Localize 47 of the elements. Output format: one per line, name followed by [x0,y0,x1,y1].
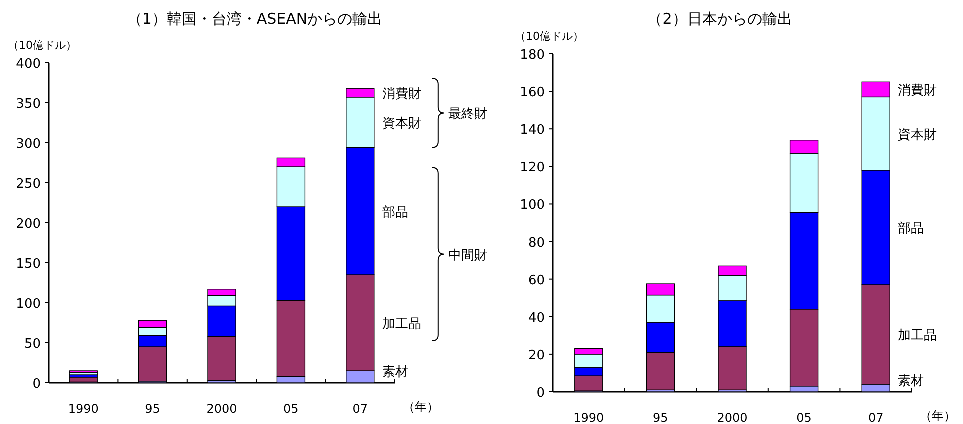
y-tick-label: 50 [24,337,41,352]
y-tick-label: 100 [520,198,545,214]
x-axis-title: （年） [403,400,439,414]
y-tick-label: 140 [520,123,545,138]
y-tick-label: 40 [528,310,545,326]
y-tick-label: 400 [16,57,41,72]
series-label: 資本財 [382,116,422,132]
y-tick-label: 80 [528,236,545,251]
y-tick-label: 100 [16,297,41,312]
y-axis-title: （10億ドル） [515,30,584,43]
series-label: 加工品 [382,317,422,332]
x-tick-label: 95 [145,402,160,416]
series-label: 素材 [898,374,924,389]
y-tick-label: 0 [32,377,41,392]
y-tick-label: 200 [16,217,41,232]
x-tick-label: 07 [868,411,884,424]
series-label: 資本財 [898,128,938,143]
x-tick-label: 2000 [717,411,748,424]
series-label: 消費財 [898,84,938,99]
chart-title: （1）韓国・台湾・ASEANからの輸出 [127,10,383,28]
series-label: 部品 [382,205,408,220]
x-tick-label: 1990 [574,411,604,424]
y-tick-label: 60 [528,273,545,288]
x-tick-label: 1990 [68,402,99,416]
y-tick-label: 20 [528,348,545,364]
chart-title: （2）日本からの輸出 [648,10,792,28]
y-tick-label: 160 [520,86,545,101]
y-tick-label: 300 [16,137,41,152]
y-axis-title: （10億ドル） [8,39,77,52]
x-axis-title: （年） [920,409,956,423]
y-tick-label: 0 [536,386,545,401]
x-tick-label: 07 [352,402,368,416]
y-tick-label: 250 [16,177,41,192]
x-tick-label: 2000 [206,402,238,416]
x-tick-label: 05 [796,411,812,424]
text: 中間財 [448,248,488,264]
y-tick-label: 180 [520,48,545,63]
series-label: 素材 [382,365,408,380]
y-tick-label: 350 [16,97,41,112]
y-tick-label: 150 [16,257,41,272]
series-label: 消費財 [382,87,422,102]
x-tick-label: 95 [653,411,668,424]
series-label: 加工品 [898,328,938,344]
text: 最終財 [448,107,488,122]
series-label: 部品 [898,222,924,237]
x-tick-label: 05 [284,402,299,416]
y-tick-label: 120 [520,160,545,176]
